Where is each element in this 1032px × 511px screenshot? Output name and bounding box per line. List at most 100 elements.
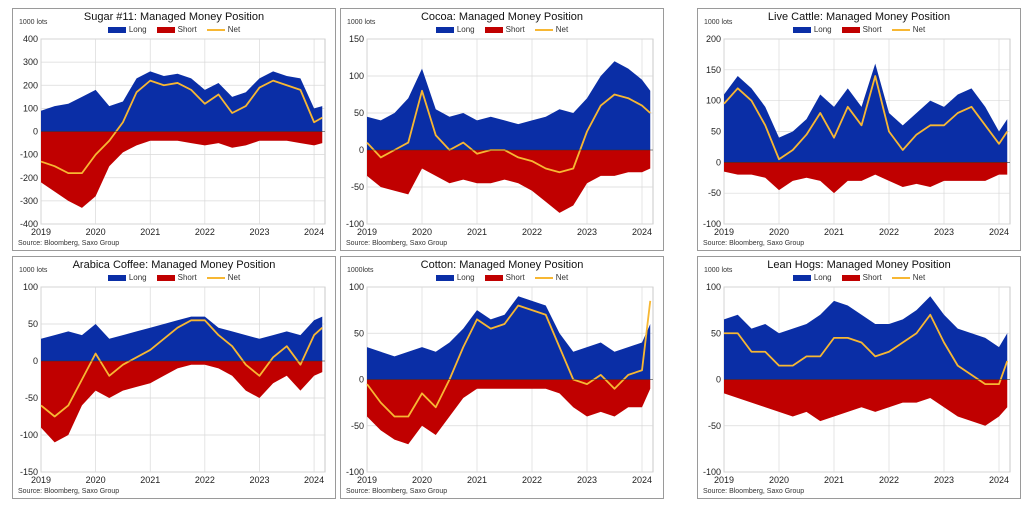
x-tick-label: 2019 (357, 227, 377, 237)
legend-swatch-long (435, 26, 454, 33)
legend-item-short: Short (156, 273, 197, 282)
y-tick-label: 100 (349, 71, 364, 81)
legend-swatch-long (107, 26, 126, 33)
legend-item-long: Long (792, 25, 832, 34)
legend-label-short: Short (505, 25, 525, 34)
x-tick-label: 2020 (412, 475, 432, 485)
legend-label-long: Long (456, 25, 475, 34)
legend-label-short: Short (505, 273, 525, 282)
unit-label: 1000 lots (704, 19, 733, 26)
x-tick-label: 2022 (195, 227, 215, 237)
x-tick-label: 2022 (195, 475, 215, 485)
y-tick-label: 100 (23, 282, 38, 292)
legend-item-net: Net (891, 25, 926, 34)
y-tick-label: -150 (20, 467, 38, 477)
legend-label-long: Long (813, 25, 832, 34)
x-tick-label: 2019 (357, 475, 377, 485)
y-tick-label: -50 (708, 188, 721, 198)
legend-swatch-net (891, 276, 910, 279)
legend: Long Short Net (13, 25, 335, 34)
x-tick-label: 2023 (249, 227, 269, 237)
legend-swatch-net (534, 28, 553, 31)
y-tick-label: 100 (23, 103, 38, 113)
source-note: Source: Bloomberg, Saxo Group (346, 240, 448, 247)
legend-label-net: Net (912, 25, 926, 34)
series-long-area (367, 61, 651, 151)
legend-label-short: Short (177, 273, 197, 282)
legend-item-net: Net (891, 273, 926, 282)
x-tick-label: 2020 (86, 227, 106, 237)
x-tick-label: 2021 (467, 475, 487, 485)
y-tick-label: 200 (706, 34, 721, 44)
y-tick-label: -100 (20, 150, 38, 160)
y-tick-label: -100 (703, 467, 721, 477)
cotton-chart-panel: Cotton: Managed Money Position 1000lots Lo… (340, 256, 664, 499)
source-note: Source: Bloomberg, Saxo Group (703, 240, 805, 247)
series-net-line (366, 300, 652, 418)
x-tick-label: 2024 (304, 475, 324, 485)
y-tick-label: 100 (349, 282, 364, 292)
x-tick-label: 2023 (577, 475, 597, 485)
y-tick-label: 100 (706, 96, 721, 106)
legend-swatch-net (206, 276, 225, 279)
source-note: Source: Bloomberg, Saxo Group (18, 240, 120, 247)
plot-area: -100 -50 0 50 100 2019 2020 2021 2022 2023 2024 (703, 282, 1011, 485)
x-tick-label: 2019 (31, 227, 51, 237)
x-tick-label: 2024 (989, 475, 1009, 485)
legend: Long Short Net (13, 273, 335, 282)
chart-title: Arabica Coffee: Managed Money Position (72, 259, 276, 271)
y-tick-label: 50 (711, 328, 721, 338)
y-tick-label: 100 (706, 282, 721, 292)
y-tick-label: 50 (354, 328, 364, 338)
legend-item-net: Net (206, 273, 240, 282)
y-tick-label: 0 (359, 145, 364, 155)
legend-label-net: Net (912, 273, 926, 282)
plot-area: -150 -100 -50 0 50 100 2019 2020 2021 2022 2023 202… (20, 282, 326, 485)
series-short-area (41, 361, 323, 443)
legend: Long Short Net (341, 273, 663, 282)
x-tick-label: 2021 (140, 227, 160, 237)
x-tick-label: 2021 (467, 227, 487, 237)
legend-item-long: Long (435, 25, 475, 34)
arabica-coffee-chart-panel: Arabica Coffee: Managed Money Position 10… (12, 256, 336, 499)
source-note: Source: Bloomberg, Saxo Group (346, 488, 448, 495)
legend-item-long: Long (792, 273, 832, 282)
x-tick-label: 2020 (769, 475, 789, 485)
unit-label: 1000 lots (19, 19, 48, 26)
legend-swatch-short (841, 26, 860, 33)
x-tick-label: 2023 (577, 227, 597, 237)
y-tick-label: 0 (33, 356, 38, 366)
legend-swatch-short (156, 26, 175, 33)
series-net-line (724, 313, 1009, 386)
y-tick-label: -300 (20, 196, 38, 206)
series-short-area (724, 379, 1008, 426)
series-long-area (367, 296, 651, 380)
unit-label: 1000 lots (19, 267, 48, 274)
legend-swatch-long (792, 274, 811, 281)
legend-swatch-long (107, 274, 126, 281)
chart-title: Cotton: Managed Money Position (420, 259, 584, 271)
legend-swatch-net (891, 28, 910, 31)
series-long-area (41, 316, 323, 361)
x-tick-label: 2024 (632, 475, 652, 485)
y-tick-label: 0 (359, 375, 364, 385)
series-short-area (367, 150, 651, 213)
legend-item-long: Long (435, 273, 475, 282)
y-tick-label: 0 (716, 157, 721, 167)
legend-label-net: Net (555, 25, 569, 34)
legend-item-long: Long (107, 273, 147, 282)
x-tick-label: 2023 (249, 475, 269, 485)
legend-label-short: Short (177, 25, 197, 34)
legend-label-short: Short (862, 25, 882, 34)
x-tick-label: 2023 (934, 475, 954, 485)
live-cattle-chart-panel: Live Cattle: Managed Money Position 1000 … (697, 8, 1021, 251)
y-tick-label: -100 (346, 219, 364, 229)
x-tick-label: 2019 (714, 475, 734, 485)
plot-area: -100 -50 0 50 100 150 2019 2020 2021 2022 2023 2024 (346, 34, 654, 237)
plot-area: -100 -50 0 50 100 2019 2020 2021 2022 2023 2024 (346, 282, 654, 485)
x-tick-label: 2022 (522, 475, 542, 485)
legend-swatch-short (841, 274, 860, 281)
legend-label-long: Long (128, 273, 147, 282)
legend-item-short: Short (484, 25, 525, 34)
legend-item-net: Net (206, 25, 240, 34)
